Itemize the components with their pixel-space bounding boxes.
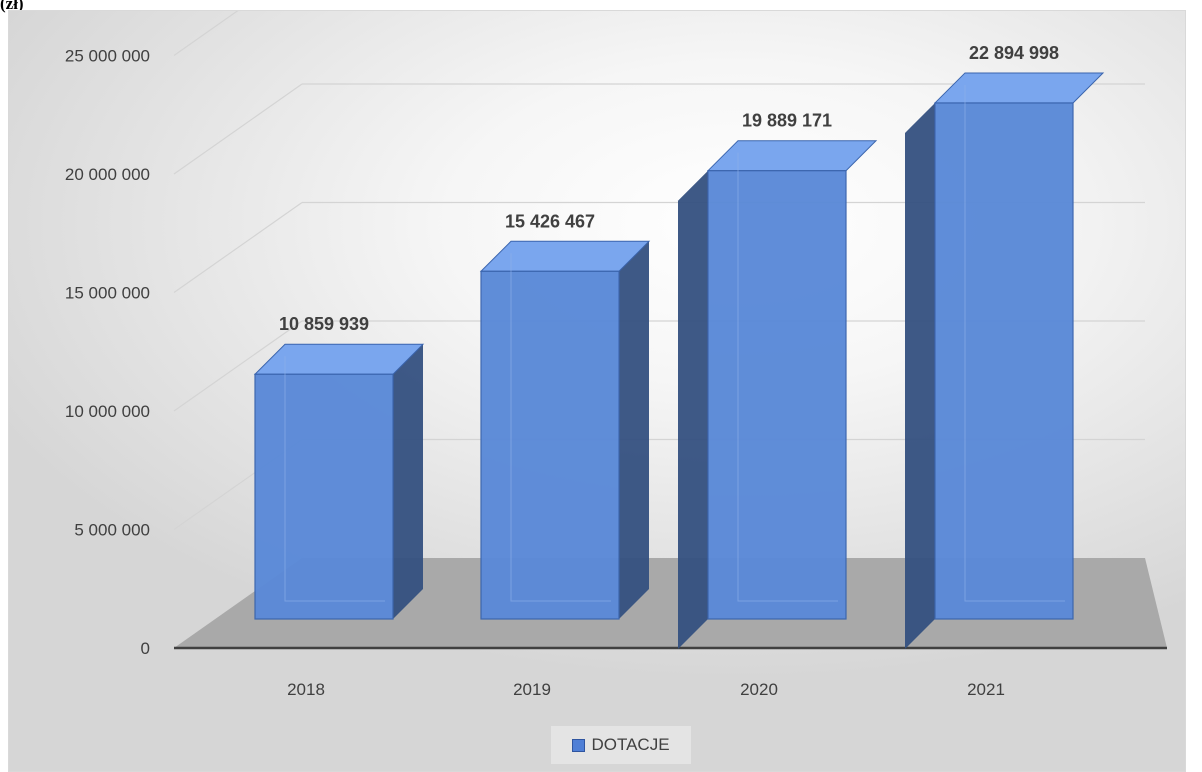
gridline-depth xyxy=(173,83,303,175)
bar-inner-edge xyxy=(284,356,385,602)
x-tick-label: 2018 xyxy=(287,680,325,699)
legend-swatch xyxy=(572,738,586,752)
bar-side-face xyxy=(678,170,708,649)
x-tick-label: 2021 xyxy=(967,680,1005,699)
bar-side-face xyxy=(393,344,423,619)
gridline-depth xyxy=(173,202,303,293)
data-label-2018: 10 859 939 xyxy=(279,314,369,334)
bar-top-face xyxy=(933,72,1105,104)
unit-label: (zł) xyxy=(0,0,24,13)
bar-chart: 0 5 000 000 10 000 000 15 000 000 20 000 000… xyxy=(65,11,1167,699)
gridline-depth xyxy=(173,11,239,56)
x-tick-label: 2020 xyxy=(740,680,778,699)
bar-inner-edge xyxy=(964,84,1065,602)
legend: DOTACJE xyxy=(551,726,691,764)
bar-2021 xyxy=(905,72,1105,649)
data-label-2021: 22 894 998 xyxy=(969,43,1059,63)
bar-inner-edge xyxy=(737,152,838,602)
bar-2019 xyxy=(479,240,651,620)
bar-top-face xyxy=(479,240,651,272)
bar-top-face xyxy=(706,140,878,172)
y-tick-label: 0 xyxy=(141,639,150,658)
bar-front-face xyxy=(480,270,620,620)
y-tick-label: 25 000 000 xyxy=(65,47,150,66)
bar-side-face xyxy=(905,102,935,649)
gridline-depth xyxy=(173,320,303,412)
bar-top-face xyxy=(253,343,425,375)
bar-front-face xyxy=(934,102,1074,620)
y-tick-label: 20 000 000 xyxy=(65,165,150,184)
data-label-2019: 15 426 467 xyxy=(505,211,595,231)
y-tick-label: 5 000 000 xyxy=(74,521,150,540)
bar-front-face xyxy=(254,373,394,620)
y-tick-label: 10 000 000 xyxy=(65,402,150,421)
bar-2020 xyxy=(678,140,878,649)
y-tick-label: 15 000 000 xyxy=(65,284,150,303)
bar-side-face xyxy=(619,241,649,620)
bar-front-face xyxy=(707,170,847,620)
x-tick-label: 2019 xyxy=(513,680,551,699)
chart-area: 0 5 000 000 10 000 000 15 000 000 20 000 000… xyxy=(8,10,1186,772)
data-label-2020: 19 889 171 xyxy=(742,111,832,131)
legend-label: DOTACJE xyxy=(591,735,670,754)
bar-2018 xyxy=(253,343,425,620)
bar-inner-edge xyxy=(510,253,611,602)
